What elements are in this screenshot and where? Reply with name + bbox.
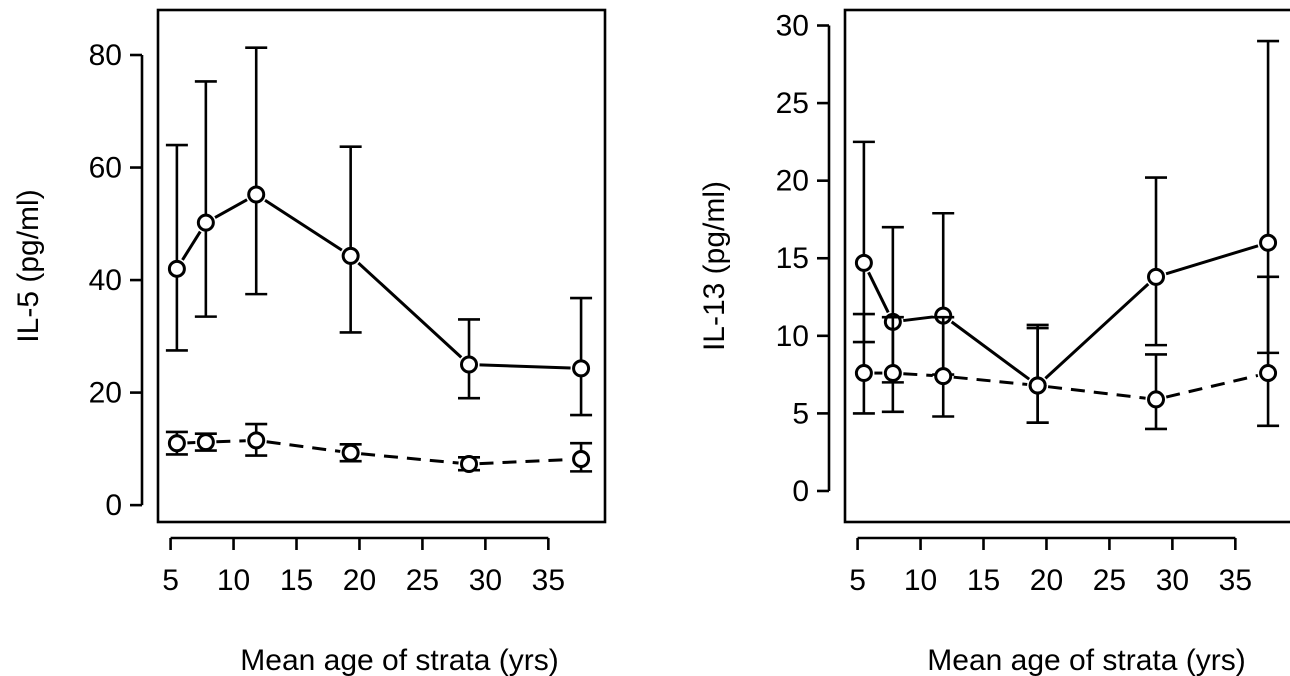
x-tick-label: 10 bbox=[217, 564, 250, 597]
series-1-line-segment bbox=[357, 261, 463, 359]
series-1-line-segment bbox=[264, 199, 343, 252]
x-tick-label: 5 bbox=[162, 564, 179, 597]
series-2-line-segment bbox=[903, 372, 933, 378]
y-tick-label: 20 bbox=[776, 165, 809, 198]
x-axis-title: Mean age of strata (yrs) bbox=[240, 644, 558, 676]
il13-panel: 5 10 15 20 25 30 35 0 5 10 15 20 25 30 Mean age of str… bbox=[698, 8, 1290, 676]
y-tick-label: 40 bbox=[89, 264, 122, 297]
series-1-line-segment bbox=[1165, 244, 1259, 276]
data-point bbox=[460, 455, 479, 474]
data-point bbox=[934, 367, 953, 386]
series-2-line-segment bbox=[1047, 385, 1146, 400]
x-tick-label: 25 bbox=[406, 564, 439, 597]
il5-panel: 5 10 15 20 25 30 35 0 20 40 60 80 Mean age of strata… bbox=[12, 8, 607, 676]
data-point bbox=[247, 185, 266, 204]
data-point bbox=[247, 431, 266, 450]
data-point bbox=[196, 433, 215, 452]
series-1-line-segment bbox=[950, 320, 1031, 381]
data-point bbox=[883, 364, 902, 383]
x-tick-label: 35 bbox=[1219, 564, 1252, 597]
data-point bbox=[167, 259, 186, 278]
series-1-line-segment bbox=[479, 363, 571, 370]
series-2-line-segment bbox=[216, 439, 246, 444]
y-tick-label: 80 bbox=[89, 39, 122, 72]
series-2-line-segment bbox=[953, 375, 1028, 386]
data-point bbox=[341, 246, 360, 265]
series-2-line-segment bbox=[360, 452, 459, 465]
data-point bbox=[1147, 390, 1166, 409]
y-tick-label: 5 bbox=[792, 397, 809, 430]
plot-frame bbox=[156, 8, 607, 524]
data-point bbox=[196, 213, 215, 232]
data-point bbox=[1028, 376, 1047, 395]
y-tick-label: 30 bbox=[776, 10, 809, 43]
data-point bbox=[1147, 267, 1166, 286]
data-point bbox=[167, 434, 186, 453]
x-tick-label: 15 bbox=[967, 564, 1000, 597]
data-point bbox=[854, 364, 873, 383]
data-point bbox=[1259, 364, 1278, 383]
y-tick-label: 60 bbox=[89, 152, 122, 185]
y-tick-label: 15 bbox=[776, 242, 809, 275]
x-tick-label: 15 bbox=[280, 564, 313, 597]
series-1-line-segment bbox=[867, 271, 890, 314]
x-tick-label: 30 bbox=[469, 564, 502, 597]
y-tick-label: 0 bbox=[792, 475, 809, 508]
y-tick-label: 0 bbox=[105, 489, 122, 522]
x-tick-label: 5 bbox=[849, 564, 866, 597]
series-1-line-segment bbox=[214, 198, 248, 219]
y-tick-label: 10 bbox=[776, 320, 809, 353]
data-point bbox=[341, 443, 360, 462]
plot-frame bbox=[843, 8, 1290, 524]
data-point bbox=[1259, 233, 1278, 252]
x-tick-label: 35 bbox=[532, 564, 565, 597]
x-tick-label: 10 bbox=[904, 564, 937, 597]
series-2-line-segment bbox=[1165, 374, 1259, 399]
x-tick-label: 20 bbox=[1030, 564, 1063, 597]
y-axis-title: IL-13 (pg/ml) bbox=[698, 181, 731, 351]
series-2-line-segment bbox=[266, 440, 341, 453]
series-2-line-segment bbox=[479, 457, 571, 466]
x-tick-label: 30 bbox=[1156, 564, 1189, 597]
data-point bbox=[854, 253, 873, 272]
data-point bbox=[572, 359, 591, 378]
data-point bbox=[460, 355, 479, 374]
y-axis-title: IL-5 (pg/ml) bbox=[12, 189, 45, 342]
series-1-line-segment bbox=[903, 315, 933, 323]
y-tick-label: 25 bbox=[776, 87, 809, 120]
series-1-line-segment bbox=[1044, 282, 1150, 380]
series-1-line-segment bbox=[181, 230, 202, 261]
x-axis-title: Mean age of strata (yrs) bbox=[927, 644, 1245, 676]
x-tick-label: 25 bbox=[1093, 564, 1126, 597]
data-point bbox=[572, 449, 591, 468]
y-tick-label: 20 bbox=[89, 377, 122, 410]
x-tick-label: 20 bbox=[343, 564, 376, 597]
